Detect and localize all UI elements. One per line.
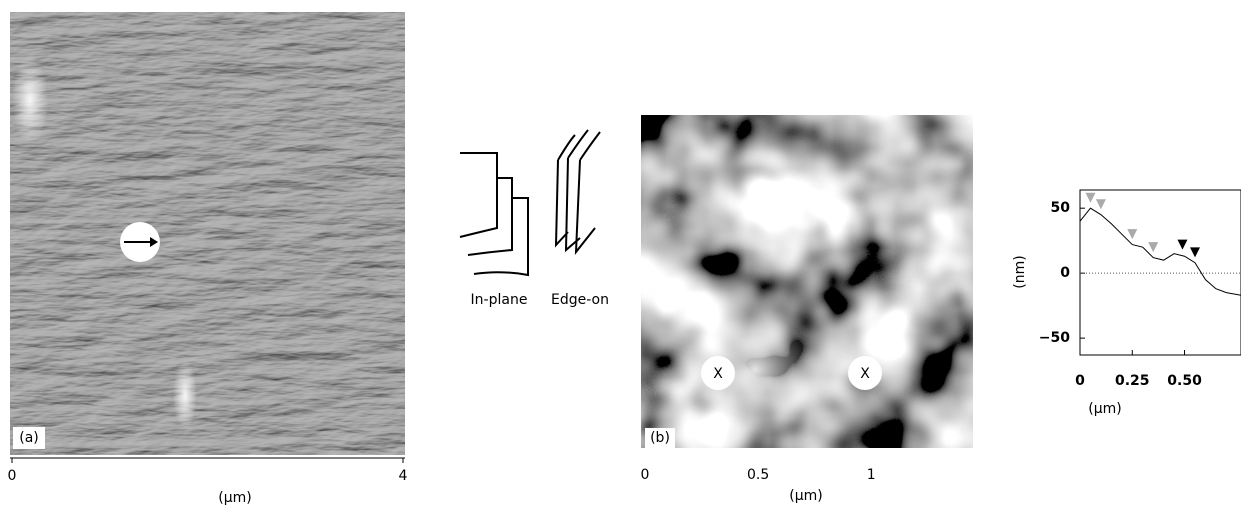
- profile-marker: [1148, 242, 1158, 252]
- schematic-label: In-plane: [471, 292, 528, 308]
- y-axis-label: (nm): [1012, 255, 1028, 288]
- panel-label: (a): [19, 430, 39, 446]
- y-tick-label: −50: [1039, 330, 1070, 346]
- bright-feature: [173, 360, 197, 430]
- x-marker-label: X: [860, 366, 870, 382]
- x-tick-label: 0.25: [1115, 373, 1150, 389]
- in-plane-schematic: [460, 153, 528, 275]
- profile-marker: [1085, 193, 1095, 203]
- profile-marker: [1096, 199, 1106, 209]
- y-tick-label: 0: [1060, 265, 1070, 281]
- x-tick-label: 0: [8, 468, 17, 484]
- profile-marker: [1190, 247, 1200, 257]
- afm-image-a: [10, 12, 405, 455]
- x-marker-label: X: [713, 366, 723, 382]
- profile-marker: [1127, 229, 1137, 239]
- figure: (a) (µm) In-plane Edge-on X X (b) (µm) (…: [0, 0, 1241, 511]
- x-tick-label: 4: [399, 468, 408, 484]
- x-tick-label: 0: [1075, 373, 1085, 389]
- profile-marker: [1177, 240, 1187, 250]
- y-tick-label: 50: [1051, 200, 1071, 216]
- plot-frame: [1080, 190, 1241, 355]
- x-axis-label: (µm): [1088, 401, 1121, 417]
- panel-label: (b): [650, 430, 670, 446]
- x-tick-label: 0.5: [747, 467, 769, 483]
- x-axis-label: (µm): [789, 488, 822, 504]
- afm-texture: [641, 115, 973, 448]
- bright-feature: [12, 55, 48, 145]
- profile-line: [1080, 208, 1241, 295]
- edge-on-schematic: [556, 130, 600, 252]
- x-tick-label: 0.50: [1167, 373, 1202, 389]
- schematic-label: Edge-on: [551, 292, 609, 308]
- x-tick-label: 0: [641, 467, 650, 483]
- x-tick-label: 1: [867, 467, 876, 483]
- x-axis-label: (µm): [218, 490, 251, 506]
